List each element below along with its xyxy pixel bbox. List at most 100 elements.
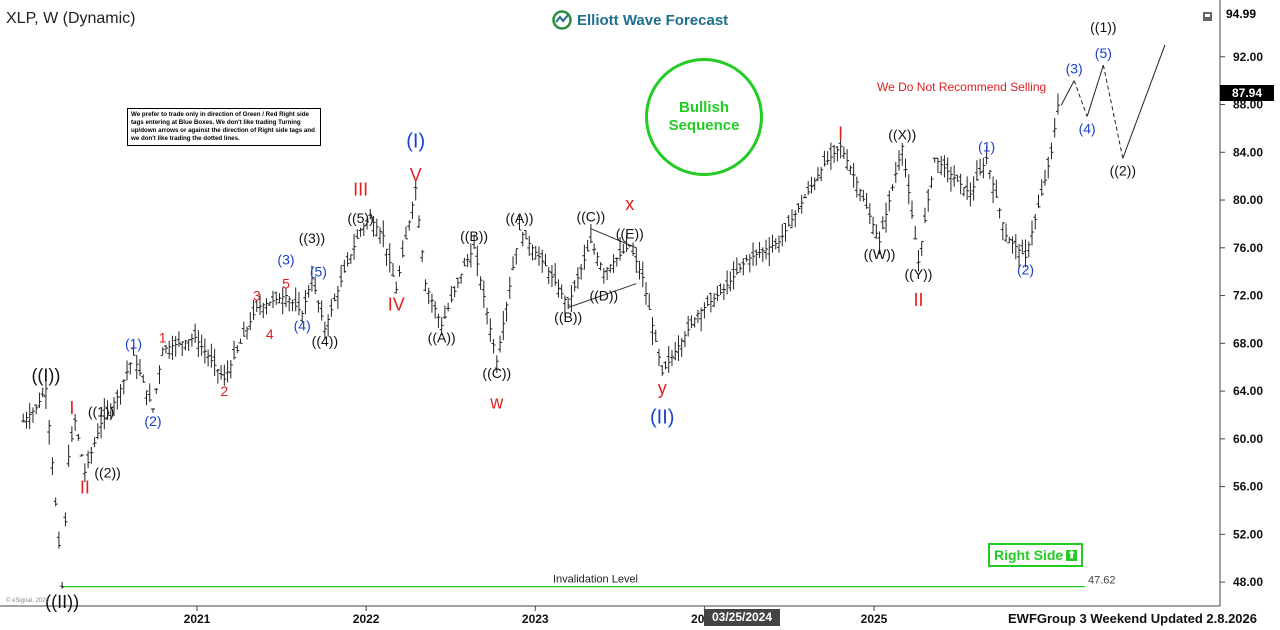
ohlc-bar	[725, 270, 730, 295]
ohlc-bar	[819, 166, 824, 182]
ohlc-bar	[540, 249, 545, 273]
ohlc-bar	[789, 209, 794, 229]
wave-label: (3)	[1066, 61, 1083, 77]
ohlc-bar	[407, 220, 412, 231]
ohlc-bar	[69, 426, 74, 442]
ohlc-bar	[900, 142, 905, 166]
ohlc-bar	[890, 184, 895, 191]
ohlc-bar	[332, 293, 337, 302]
wave-label: IV	[388, 295, 405, 315]
ohlc-bar	[436, 313, 441, 328]
ohlc-bar	[997, 207, 1002, 219]
ohlc-bar	[287, 296, 292, 312]
wave-label: 5	[282, 276, 290, 292]
wave-label: I	[69, 398, 74, 418]
update-note: EWFGroup 3 Weekend Updated 2.8.2026	[1008, 611, 1257, 626]
ohlc-bar	[53, 497, 58, 507]
ohlc-bar	[864, 192, 869, 209]
right-side-label: Right Side	[994, 547, 1064, 563]
ohlc-bar	[757, 242, 762, 259]
ohlc-bar	[546, 267, 551, 285]
ohlc-bar	[556, 279, 561, 298]
ohlc-bar	[764, 239, 769, 260]
ohlc-bar	[728, 271, 733, 292]
ohlc-bar	[689, 315, 694, 329]
ohlc-bar	[841, 146, 846, 159]
ohlc-bar	[832, 144, 837, 163]
brand-logo: Elliott Wave Forecast	[552, 10, 728, 30]
wave-label: ((2))	[94, 464, 120, 480]
ohlc-bar	[397, 265, 402, 277]
ohlc-bar	[452, 286, 457, 298]
ohlc-bar	[718, 283, 723, 296]
ohlc-bar	[929, 176, 934, 189]
ohlc-bar	[264, 298, 269, 315]
symbol-title: XLP, W (Dynamic)	[6, 10, 136, 27]
ohlc-bar	[1030, 220, 1035, 246]
ohlc-bar	[21, 413, 26, 423]
wave-label: (2)	[144, 413, 161, 429]
ohlc-bar	[358, 227, 363, 237]
ohlc-bar	[374, 218, 379, 237]
wave-label: ((4))	[312, 333, 338, 349]
ohlc-bar	[530, 244, 535, 261]
ohlc-bar	[283, 288, 288, 308]
no-sell-note: We Do Not Recommend Selling	[877, 80, 1047, 94]
ohlc-bar	[361, 222, 366, 236]
ohlc-bar	[60, 581, 65, 589]
ohlc-bar	[329, 298, 334, 317]
ohlc-bar	[348, 254, 353, 264]
badge-line-2: Sequence	[668, 117, 740, 134]
ohlc-bar	[783, 223, 788, 242]
chart-settings-icon[interactable]	[1203, 12, 1212, 21]
ohlc-bar	[501, 310, 506, 341]
ohlc-bar	[543, 253, 548, 267]
ohlc-bar	[352, 233, 357, 260]
ohlc-bar	[163, 344, 168, 354]
ohlc-bar	[309, 265, 314, 292]
ohlc-bar	[459, 273, 464, 284]
ohlc-bar	[293, 287, 298, 312]
wave-label: ((I))	[31, 366, 60, 386]
price-bars	[21, 93, 1060, 589]
ohlc-bar	[747, 254, 752, 273]
ohlc-bar	[614, 257, 619, 267]
ohlc-bar	[381, 220, 386, 248]
ohlc-bar	[105, 400, 110, 421]
wave-label: ((1))	[1090, 19, 1116, 35]
ohlc-bar	[24, 411, 29, 429]
invalidation-value: 47.62	[1088, 575, 1116, 587]
ohlc-bar	[131, 345, 136, 356]
ohlc-bar	[274, 291, 279, 305]
ohlc-bar	[650, 317, 655, 345]
ohlc-bar	[579, 264, 584, 280]
ohlc-bar	[712, 293, 717, 308]
ohlc-bar	[342, 259, 347, 273]
ohlc-bar	[669, 349, 674, 367]
ohlc-bar	[485, 307, 490, 325]
wave-label: (I)	[406, 131, 425, 153]
ohlc-bar	[371, 216, 376, 237]
ohlc-bar	[906, 174, 911, 205]
ohlc-bar	[491, 338, 496, 354]
ohlc-bar	[296, 291, 301, 316]
ohlc-bar	[1033, 214, 1038, 230]
ohlc-bar	[695, 309, 700, 323]
ohlc-bar	[92, 437, 97, 448]
ohlc-bar	[378, 227, 383, 244]
ohlc-bar	[533, 245, 538, 260]
ohlc-bar	[621, 243, 626, 254]
ohlc-bar	[569, 285, 574, 313]
wave-label: (II)	[650, 407, 674, 429]
ohlc-bar	[715, 285, 720, 302]
ohlc-bar	[796, 203, 801, 213]
ohlc-bar	[102, 398, 107, 430]
ohlc-bar	[387, 243, 392, 273]
projection-segment	[1102, 65, 1124, 159]
ohlc-bar	[232, 340, 237, 360]
ohlc-bar	[1042, 169, 1047, 186]
ohlc-bar	[89, 446, 94, 464]
ohlc-bar	[468, 243, 473, 268]
wave-label: x	[625, 194, 634, 214]
